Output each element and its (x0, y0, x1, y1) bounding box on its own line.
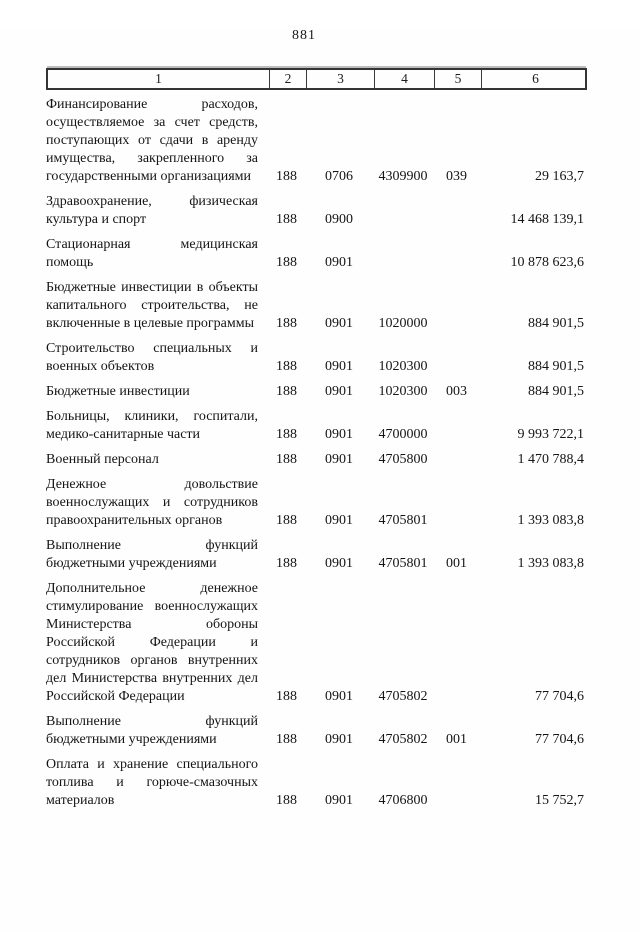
cell-chapter-code: 188 (276, 452, 297, 467)
cell-section-code: 0901 (325, 384, 353, 399)
cell-section-code: 0901 (325, 556, 353, 571)
column-header-3: 3 (307, 70, 375, 88)
cell-expense-name: Больницы, клиники, госпитали, медико-сан… (46, 409, 258, 442)
table-row: Финансирование расходов, осуществляемое … (46, 96, 587, 186)
cell-expense-name: Выполнение функций бюджетными учреждения… (46, 714, 258, 747)
cell-amount: 884 901,5 (528, 316, 584, 331)
cell-target-article: 4706800 (378, 793, 428, 808)
cell-section-code: 0901 (325, 316, 353, 331)
table-body: Финансирование расходов, осуществляемое … (46, 90, 587, 810)
table-row: Здравоохранение, физическая культура и с… (46, 193, 587, 229)
cell-expense-name: Стационарная медицинская помощь (46, 237, 258, 270)
cell-section-code: 0901 (325, 255, 353, 270)
table-row: Выполнение функций бюджетными учреждения… (46, 537, 587, 573)
table-header-row: 1 2 3 4 5 6 (46, 68, 587, 90)
cell-amount: 77 704,6 (535, 732, 584, 747)
cell-target-article: 4309900 (378, 169, 428, 184)
table-row: Оплата и хранение специального топлива и… (46, 756, 587, 810)
cell-expense-name: Бюджетные инвестиции (46, 384, 190, 399)
table-row: Выполнение функций бюджетными учреждения… (46, 713, 587, 749)
cell-section-code: 0901 (325, 359, 353, 374)
table-row: Стационарная медицинская помощь 188 0901… (46, 236, 587, 272)
cell-section-code: 0901 (325, 513, 353, 528)
cell-amount: 1 393 083,8 (517, 556, 585, 571)
table-row: Денежное довольствие военнослужащих и со… (46, 476, 587, 530)
cell-expense-name: Оплата и хранение специального топлива и… (46, 757, 258, 808)
cell-target-article: 4700000 (378, 427, 428, 442)
cell-amount: 1 393 083,8 (517, 513, 585, 528)
cell-chapter-code: 188 (276, 427, 297, 442)
cell-chapter-code: 188 (276, 384, 297, 399)
cell-section-code: 0901 (325, 452, 353, 467)
column-header-1: 1 (48, 70, 270, 88)
cell-amount: 884 901,5 (528, 359, 584, 374)
cell-chapter-code: 188 (276, 212, 297, 227)
cell-expense-type: 003 (446, 384, 467, 399)
cell-target-article: 1020300 (378, 359, 428, 374)
cell-amount: 77 704,6 (535, 689, 584, 704)
cell-expense-type: 039 (446, 169, 467, 184)
cell-target-article: 4705802 (378, 689, 428, 704)
cell-amount: 1 470 788,4 (517, 452, 585, 467)
cell-expense-type: 001 (446, 732, 467, 747)
cell-target-article: 4705802 (378, 732, 428, 747)
cell-section-code: 0900 (325, 212, 353, 227)
cell-section-code: 0901 (325, 793, 353, 808)
cell-target-article: 4705801 (378, 556, 428, 571)
cell-amount: 29 163,7 (535, 169, 584, 184)
cell-expense-type: 001 (446, 556, 467, 571)
cell-expense-name: Дополнительное денежное стимулирование в… (46, 581, 258, 704)
cell-chapter-code: 188 (276, 556, 297, 571)
cell-chapter-code: 188 (276, 359, 297, 374)
table-row: Дополнительное денежное стимулирование в… (46, 580, 587, 706)
cell-amount: 14 468 139,1 (510, 212, 585, 227)
cell-chapter-code: 188 (276, 513, 297, 528)
cell-section-code: 0901 (325, 689, 353, 704)
cell-target-article: 1020000 (378, 316, 428, 331)
cell-chapter-code: 188 (276, 732, 297, 747)
cell-chapter-code: 188 (276, 689, 297, 704)
cell-target-article: 4705800 (378, 452, 428, 467)
table-row: Бюджетные инвестиции в объекты капитальн… (46, 279, 587, 333)
cell-amount: 884 901,5 (528, 384, 584, 399)
cell-expense-name: Денежное довольствие военнослужащих и со… (46, 477, 258, 528)
cell-expense-name: Военный персонал (46, 452, 159, 467)
table-row: Строительство специальных и военных объе… (46, 340, 587, 376)
column-header-4: 4 (375, 70, 435, 88)
column-header-6: 6 (532, 71, 539, 86)
page-number: 881 (292, 28, 316, 43)
table-row: Военный персонал 188 0901 4705800 1 470 … (46, 451, 587, 469)
cell-chapter-code: 188 (276, 793, 297, 808)
cell-amount: 9 993 722,1 (517, 427, 585, 442)
cell-expense-name: Финансирование расходов, осуществляемое … (46, 97, 258, 184)
column-header-2: 2 (270, 70, 307, 88)
cell-expense-name: Выполнение функций бюджетными учреждения… (46, 538, 258, 571)
cell-section-code: 0901 (325, 732, 353, 747)
cell-chapter-code: 188 (276, 169, 297, 184)
column-header-5: 5 (435, 70, 482, 88)
table-row: Больницы, клиники, госпитали, медико-сан… (46, 408, 587, 444)
cell-expense-name: Строительство специальных и военных объе… (46, 341, 258, 374)
cell-target-article: 1020300 (378, 384, 428, 399)
cell-section-code: 0706 (325, 169, 353, 184)
cell-expense-name: Здравоохранение, физическая культура и с… (46, 194, 258, 227)
cell-amount: 10 878 623,6 (510, 255, 585, 270)
table-row: Бюджетные инвестиции 188 0901 1020300 00… (46, 383, 587, 401)
cell-chapter-code: 188 (276, 255, 297, 270)
cell-section-code: 0901 (325, 427, 353, 442)
cell-target-article: 4705801 (378, 513, 428, 528)
document-page: 881 1 2 3 4 5 6 Финансирование расходов,… (0, 27, 640, 932)
cell-expense-name: Бюджетные инвестиции в объекты капитальн… (46, 280, 258, 331)
cell-amount: 15 752,7 (535, 793, 584, 808)
budget-table: 1 2 3 4 5 6 Финансирование расходов, осу… (46, 68, 587, 810)
cell-chapter-code: 188 (276, 316, 297, 331)
